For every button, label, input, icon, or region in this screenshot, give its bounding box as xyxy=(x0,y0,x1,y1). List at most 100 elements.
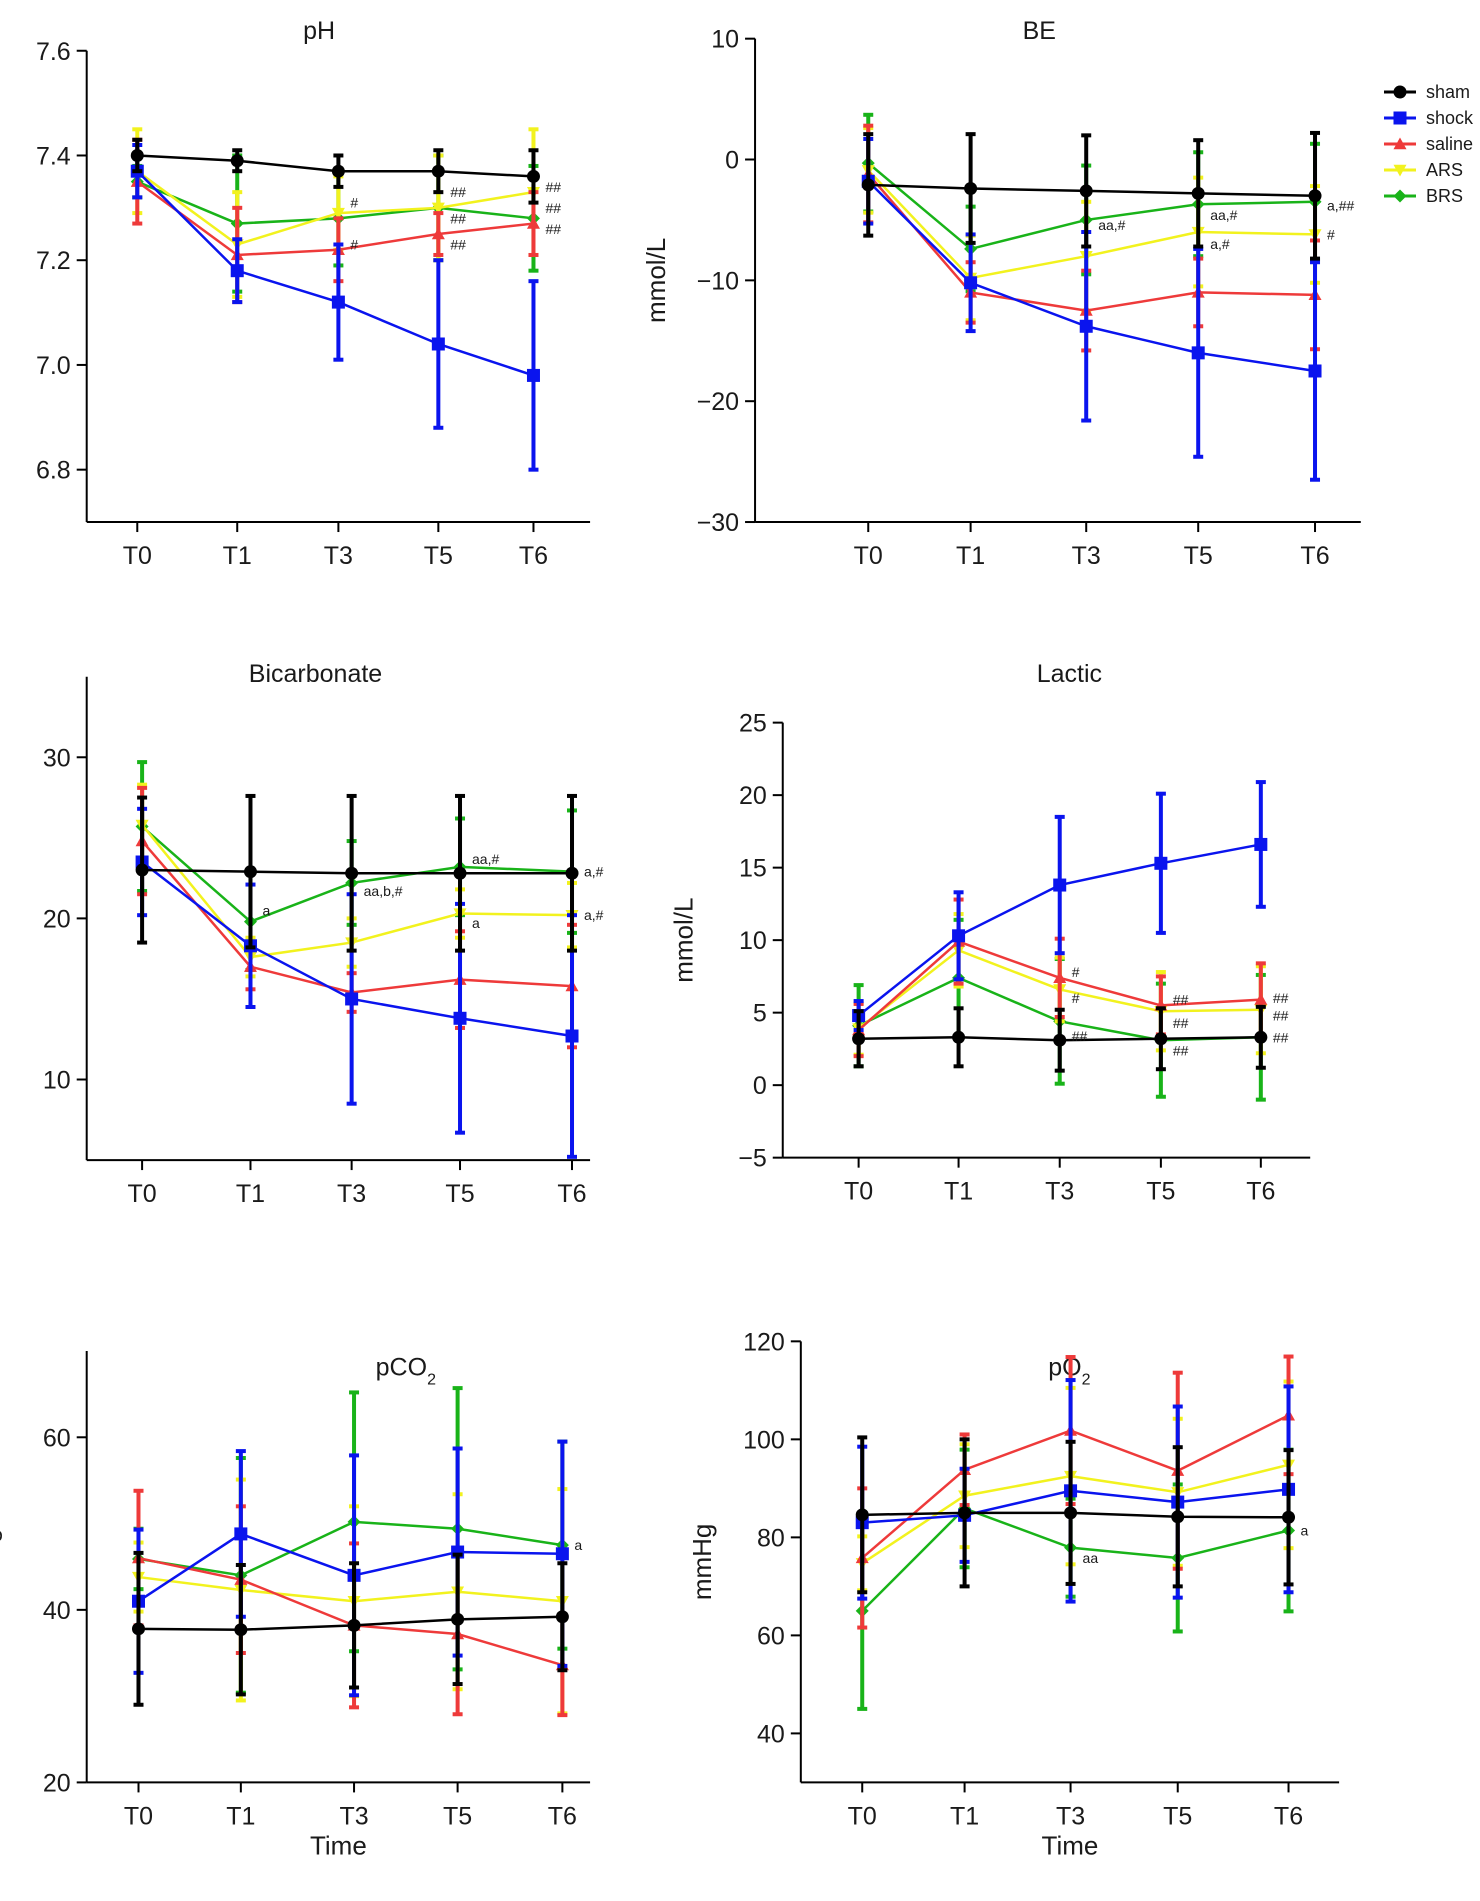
x-tick-label: T6 xyxy=(1300,542,1329,570)
y-tick-label: 25 xyxy=(739,710,767,738)
chart-title-main: BE xyxy=(1023,17,1056,45)
legend-marker xyxy=(1393,137,1407,150)
y-tick-label: 80 xyxy=(757,1524,785,1552)
significance-annotation: # xyxy=(350,195,358,211)
data-point xyxy=(1171,1510,1185,1524)
chart-panel-3: Bicarbonate 10 20 30 T0 T1 T3 T5 T6 mmol/L a aa,b,#… xyxy=(0,660,604,1208)
data-point xyxy=(1308,364,1322,378)
chart-title-main: Lactic xyxy=(1037,660,1102,688)
data-point xyxy=(964,276,978,290)
significance-annotation: a,## xyxy=(1327,197,1354,213)
y-tick-label: 6.8 xyxy=(36,457,71,485)
legend-item-saline: saline xyxy=(1384,134,1473,154)
significance-annotation: ## xyxy=(545,200,561,216)
x-tick-label: T0 xyxy=(124,1802,153,1830)
x-tick-label: T5 xyxy=(424,542,453,570)
x-tick-label: T1 xyxy=(944,1178,973,1206)
legend-label: ARS xyxy=(1426,160,1463,180)
data-point xyxy=(1191,186,1205,200)
series-line xyxy=(138,1520,563,1577)
y-axis-label: mmol/L xyxy=(641,238,671,323)
series-sham xyxy=(861,130,1322,261)
significance-annotation: # xyxy=(1327,226,1335,242)
data-point xyxy=(1064,1506,1078,1520)
legend-label: sham xyxy=(1426,82,1470,102)
data-point xyxy=(331,207,345,220)
series-line xyxy=(867,180,1316,373)
data-point xyxy=(230,154,244,168)
x-tick-label: T6 xyxy=(1274,1802,1303,1830)
data-point xyxy=(347,1618,361,1632)
y-tick-label: 40 xyxy=(43,1597,71,1625)
significance-annotation: a xyxy=(472,915,480,931)
chart-title-main: pH xyxy=(303,17,335,45)
x-tick-label: T5 xyxy=(443,1802,472,1830)
significance-annotation: a,# xyxy=(1210,236,1230,252)
series-shock xyxy=(852,780,1268,1033)
significance-annotation: a xyxy=(262,902,270,918)
legend: sham shock saline ARS BRS xyxy=(1384,82,1474,206)
y-tick-label: 15 xyxy=(739,855,767,883)
significance-annotation: aa,b,# xyxy=(364,883,403,899)
data-point xyxy=(1053,878,1067,892)
chart-title: BE xyxy=(1023,17,1056,45)
series-line xyxy=(141,840,573,994)
x-tick-label: T3 xyxy=(1072,542,1101,570)
series-BRS xyxy=(861,112,1322,294)
data-point xyxy=(964,182,978,196)
significance-annotation: ## xyxy=(1173,1015,1189,1031)
data-point xyxy=(453,1011,467,1025)
series-line xyxy=(141,824,573,959)
x-tick-label: T0 xyxy=(128,1180,157,1208)
data-point xyxy=(555,1610,569,1624)
data-point xyxy=(861,178,875,192)
data-point xyxy=(855,1508,869,1522)
data-point xyxy=(431,227,445,240)
significance-annotation: ## xyxy=(1173,1042,1189,1058)
significance-annotation: # xyxy=(1072,964,1080,980)
data-point xyxy=(331,164,345,178)
x-tick-label: T6 xyxy=(548,1802,577,1830)
y-tick-label: 20 xyxy=(739,782,767,810)
data-point xyxy=(431,337,445,351)
y-tick-label: 7.0 xyxy=(36,352,71,380)
y-tick-label: −20 xyxy=(697,388,739,416)
significance-annotation: aa xyxy=(1083,1550,1099,1566)
significance-annotation: ## xyxy=(545,179,561,195)
y-axis-label: mmHg xyxy=(0,1528,3,1605)
significance-annotation: aa,# xyxy=(1098,217,1125,233)
data-point xyxy=(852,1032,866,1046)
y-tick-label: 60 xyxy=(43,1424,71,1452)
significance-annotation: ## xyxy=(1273,990,1289,1006)
data-point xyxy=(331,295,345,309)
y-tick-label: 5 xyxy=(753,1000,767,1028)
legend-item-ARS: ARS xyxy=(1384,160,1463,180)
significance-annotation: a xyxy=(574,1537,582,1553)
y-tick-label: 40 xyxy=(757,1720,785,1748)
y-axis-label: mmHg xyxy=(687,1524,717,1601)
chart-title: Lactic xyxy=(1037,660,1102,688)
chart-panel-1: pH6.87.07.27.47.6T0 T1 T3 T5 T6#############… xyxy=(36,17,591,570)
y-tick-label: 7.2 xyxy=(36,247,71,275)
significance-annotation: aa,# xyxy=(1210,207,1237,223)
chart-title: pO2 xyxy=(1048,1354,1090,1389)
series-shock xyxy=(855,1378,1296,1604)
y-tick-label: 10 xyxy=(43,1067,71,1095)
y-tick-label: 7.4 xyxy=(36,142,71,170)
data-point xyxy=(243,865,257,879)
legend-item-shock: shock xyxy=(1384,108,1474,128)
y-tick-label: 100 xyxy=(743,1426,785,1454)
x-tick-label: T0 xyxy=(123,542,152,570)
significance-annotation: a,# xyxy=(584,907,604,923)
legend-item-sham: sham xyxy=(1384,82,1470,102)
x-tick-label: T5 xyxy=(1184,542,1213,570)
x-tick-label: T6 xyxy=(1246,1178,1275,1206)
x-tick-label: T0 xyxy=(854,542,883,570)
chart-panel-5: pCO2 20 40 60 T0 T1 T3 T5 T6 mmHg Time a xyxy=(0,1351,591,1860)
y-tick-label: 7.6 xyxy=(36,38,71,66)
significance-annotation: a,# xyxy=(584,864,604,880)
significance-annotation: ## xyxy=(450,184,466,200)
data-point xyxy=(952,929,966,943)
data-point xyxy=(1254,993,1268,1005)
